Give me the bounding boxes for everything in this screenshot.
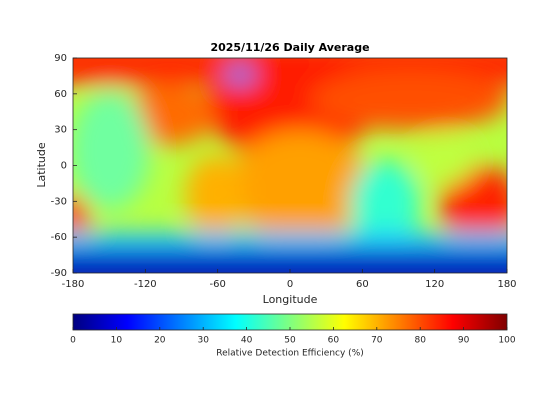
colorbar-tick-label: 10 — [111, 336, 123, 346]
colorbar-tick-label: 90 — [458, 336, 470, 346]
colorbar-tick-label: 50 — [284, 336, 296, 346]
y-axis-label: Latitude — [35, 142, 48, 188]
colorbar-tick-label: 20 — [154, 336, 166, 346]
y-tick-label: -60 — [51, 232, 67, 243]
x-tick-label: 120 — [425, 279, 444, 290]
y-tick-label: 60 — [54, 89, 67, 100]
y-tick-label: 90 — [54, 53, 67, 64]
colorbar-tick-label: 30 — [197, 336, 209, 346]
heat-field — [73, 58, 507, 273]
y-tick-label: -30 — [51, 196, 67, 207]
y-tick-label: -90 — [51, 268, 67, 279]
colorbar-tick-label: 70 — [371, 336, 383, 346]
x-tick-label: -120 — [134, 279, 157, 290]
colorbar-tick-label: 100 — [498, 336, 515, 346]
x-tick-label: 60 — [356, 279, 369, 290]
y-tick-label: 30 — [54, 125, 67, 136]
colorbar-tick-label: 60 — [328, 336, 340, 346]
colorbar-label: Relative Detection Efficiency (%) — [216, 349, 364, 359]
colorbar-tick-label: 40 — [241, 336, 253, 346]
x-axis-label: Longitude — [263, 293, 318, 306]
colorbar-tick-label: 0 — [70, 336, 76, 346]
x-tick-label: 0 — [287, 279, 293, 290]
x-tick-label: 180 — [497, 279, 516, 290]
chart-title: 2025/11/26 Daily Average — [210, 41, 369, 54]
x-tick-label: -60 — [209, 279, 225, 290]
x-tick-label: -180 — [62, 279, 85, 290]
colorbar-tick-label: 80 — [414, 336, 426, 346]
y-tick-label: 0 — [61, 161, 67, 172]
